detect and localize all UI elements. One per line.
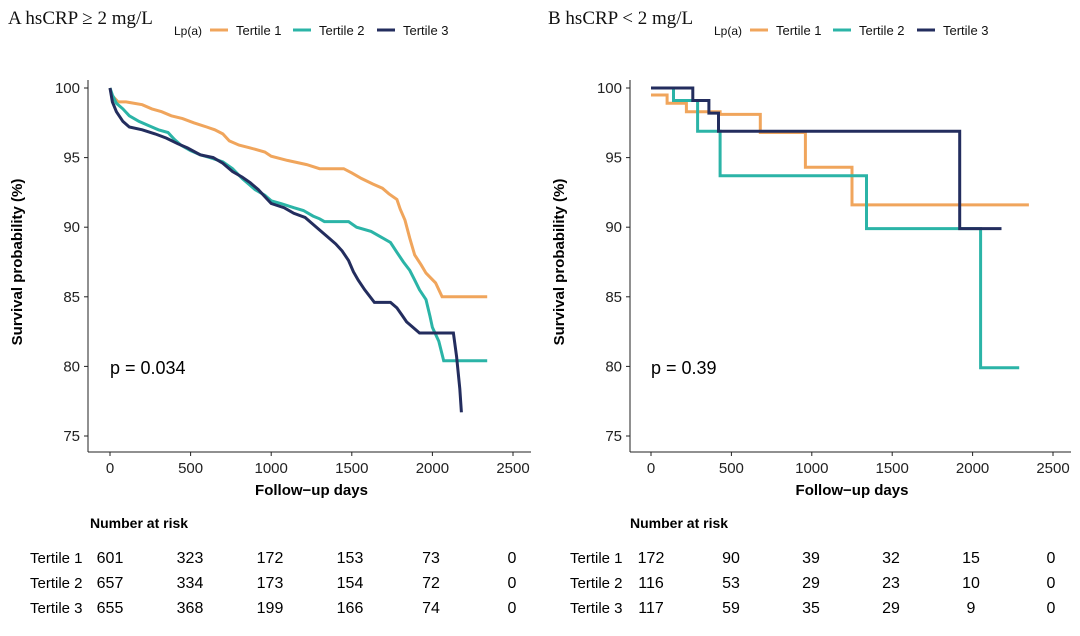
legend-entry: Tertile 1 — [776, 23, 822, 38]
risk-value: 116 — [638, 575, 664, 592]
risk-value: 35 — [802, 600, 820, 617]
x-tick-label: 1000 — [255, 460, 288, 477]
x-tick-label: 1000 — [795, 460, 828, 477]
risk-value: 39 — [802, 550, 820, 567]
risk-value: 166 — [337, 600, 364, 617]
p-value: p = 0.39 — [651, 358, 717, 378]
risk-value: 0 — [508, 550, 517, 567]
x-axis-title: Follow−up days — [796, 482, 909, 499]
legend-entry: Tertile 1 — [236, 23, 282, 38]
y-tick-label: 95 — [63, 150, 80, 167]
panel-title: A hsCRP ≥ 2 mg/L — [8, 8, 153, 29]
y-tick-label: 100 — [597, 80, 622, 97]
risk-value: 0 — [1047, 575, 1056, 592]
risk-row-label: Tertile 1 — [570, 550, 623, 567]
risk-value: 154 — [337, 575, 364, 592]
x-axis-title: Follow−up days — [255, 482, 368, 499]
risk-value: 29 — [802, 575, 820, 592]
risk-table-header: Number at risk — [630, 515, 728, 531]
y-tick-label: 95 — [605, 150, 622, 167]
y-tick-label: 75 — [605, 428, 622, 445]
risk-value: 0 — [1047, 600, 1056, 617]
x-tick-label: 1500 — [335, 460, 368, 477]
x-tick-label: 0 — [106, 460, 114, 477]
x-tick-label: 2500 — [1036, 460, 1069, 477]
risk-value: 172 — [257, 550, 284, 567]
y-tick-label: 100 — [55, 80, 80, 97]
risk-value: 173 — [257, 575, 284, 592]
y-tick-label: 85 — [63, 289, 80, 306]
risk-value: 90 — [722, 550, 740, 567]
x-tick-label: 0 — [647, 460, 655, 477]
survival-line-tertile-3 — [108, 87, 463, 413]
risk-value: 368 — [177, 600, 204, 617]
legend-title: Lp(a) — [174, 24, 202, 38]
legend-entry: Tertile 3 — [943, 23, 989, 38]
risk-value: 0 — [508, 600, 517, 617]
panel-title: B hsCRP < 2 mg/L — [548, 8, 693, 29]
risk-value: 657 — [97, 575, 124, 592]
y-tick-label: 90 — [605, 219, 622, 236]
risk-value: 655 — [97, 600, 124, 617]
survival-line-tertile-2 — [108, 87, 488, 363]
legend-title: Lp(a) — [714, 24, 742, 38]
survival-line-tertile-1 — [651, 93, 1029, 207]
y-axis-title: Survival probability (%) — [9, 179, 26, 346]
y-tick-label: 85 — [605, 289, 622, 306]
risk-value: 29 — [882, 600, 900, 617]
risk-value: 0 — [508, 575, 517, 592]
risk-value: 323 — [177, 550, 204, 567]
risk-value: 601 — [97, 550, 124, 567]
x-tick-label: 2000 — [416, 460, 449, 477]
legend-entry: Tertile 2 — [319, 23, 365, 38]
risk-value: 153 — [337, 550, 364, 567]
x-tick-label: 2500 — [496, 460, 529, 477]
risk-value: 32 — [882, 550, 900, 567]
y-tick-label: 80 — [63, 358, 80, 375]
risk-value: 15 — [962, 550, 980, 567]
p-value: p = 0.034 — [110, 358, 186, 378]
risk-row-label: Tertile 2 — [30, 575, 83, 592]
risk-value: 0 — [1047, 550, 1056, 567]
risk-row-label: Tertile 2 — [570, 575, 623, 592]
risk-row-label: Tertile 1 — [30, 550, 83, 567]
x-tick-label: 1500 — [876, 460, 909, 477]
x-tick-label: 2000 — [956, 460, 989, 477]
risk-row-label: Tertile 3 — [570, 600, 623, 617]
x-tick-label: 500 — [719, 460, 744, 477]
y-axis-title: Survival probability (%) — [551, 179, 568, 346]
x-tick-label: 500 — [178, 460, 203, 477]
legend-entry: Tertile 2 — [859, 23, 905, 38]
risk-value: 10 — [962, 575, 980, 592]
survival-line-tertile-2 — [651, 86, 1020, 370]
risk-value: 199 — [257, 600, 284, 617]
y-tick-label: 75 — [63, 428, 80, 445]
risk-value: 334 — [177, 575, 204, 592]
risk-value: 9 — [967, 600, 976, 617]
risk-value: 172 — [638, 550, 665, 567]
risk-table-header: Number at risk — [90, 515, 188, 531]
risk-value: 59 — [722, 600, 740, 617]
survival-line-tertile-3 — [651, 86, 1002, 231]
risk-row-label: Tertile 3 — [30, 600, 83, 617]
risk-value: 73 — [422, 550, 440, 567]
survival-line-tertile-1 — [108, 87, 488, 299]
risk-value: 74 — [422, 600, 440, 617]
risk-value: 53 — [722, 575, 740, 592]
y-tick-label: 90 — [63, 219, 80, 236]
risk-value: 23 — [882, 575, 900, 592]
y-tick-label: 80 — [605, 358, 622, 375]
legend-entry: Tertile 3 — [403, 23, 449, 38]
risk-value: 117 — [638, 600, 664, 617]
risk-value: 72 — [422, 575, 440, 592]
